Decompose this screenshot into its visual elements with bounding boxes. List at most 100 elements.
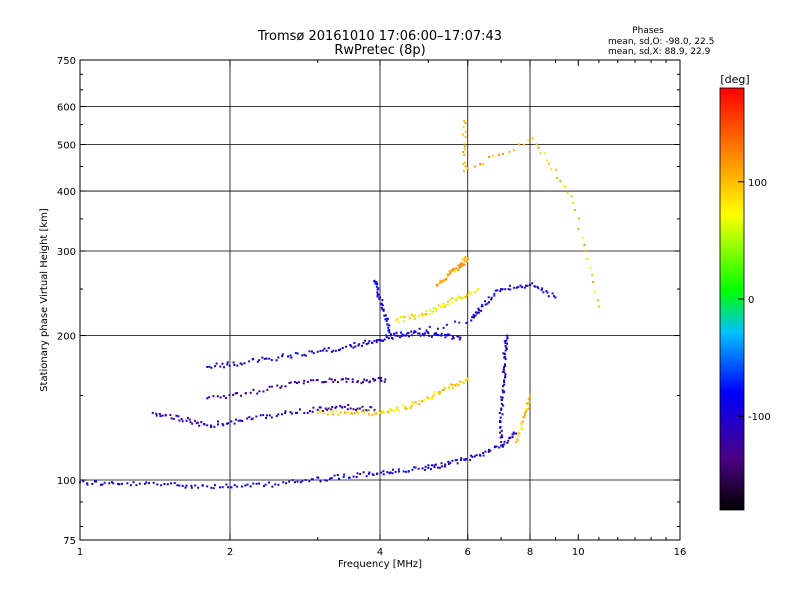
data-point (266, 388, 269, 391)
data-point (440, 281, 443, 284)
data-point (297, 381, 300, 384)
data-point (210, 366, 213, 369)
data-point (145, 481, 148, 484)
data-point (312, 379, 315, 382)
data-point (523, 416, 526, 419)
data-point (382, 473, 385, 476)
data-point (402, 334, 405, 337)
data-point (540, 288, 543, 291)
phases-o-line: mean, sd,O: -98.0, 22.5 (608, 37, 714, 47)
data-point (312, 406, 315, 409)
data-point (497, 153, 500, 156)
data-point (244, 484, 247, 487)
data-point (246, 417, 249, 420)
data-point (364, 339, 367, 342)
data-point (562, 184, 565, 187)
data-point (303, 353, 306, 356)
colorbar-tick-label: 0 (748, 295, 754, 306)
data-point (390, 409, 393, 412)
data-point (224, 396, 227, 399)
data-point (340, 378, 343, 381)
data-point (152, 481, 155, 484)
data-point (248, 416, 251, 419)
data-point (93, 480, 96, 483)
data-point (256, 392, 259, 395)
data-point (380, 339, 383, 342)
data-point (504, 349, 507, 352)
data-point (584, 250, 587, 253)
data-point (508, 437, 511, 440)
data-point (553, 295, 556, 298)
data-point (499, 416, 502, 419)
data-point (439, 334, 442, 337)
data-point (178, 484, 181, 487)
data-point (447, 273, 450, 276)
colorbar-label: [deg] (720, 73, 749, 86)
data-point (135, 484, 138, 487)
data-point (503, 440, 506, 443)
data-point (319, 349, 322, 352)
data-point (393, 332, 396, 335)
data-point (256, 360, 259, 363)
data-point (190, 484, 193, 487)
data-point (214, 365, 217, 368)
data-point (326, 413, 329, 416)
data-point (524, 408, 527, 411)
data-point (454, 299, 457, 302)
data-point (407, 314, 410, 317)
data-point (512, 431, 515, 434)
data-point (551, 292, 554, 295)
data-point (405, 407, 408, 410)
data-point (351, 378, 354, 381)
data-point (465, 294, 468, 297)
data-point (346, 411, 349, 414)
data-point (359, 472, 362, 475)
data-point (380, 306, 383, 309)
data-point (326, 408, 329, 411)
data-point (387, 337, 390, 340)
data-point (320, 409, 323, 412)
data-point (506, 334, 509, 337)
data-point (533, 285, 536, 288)
data-point (458, 266, 461, 269)
x-tick-label: 16 (674, 547, 687, 558)
data-point (138, 482, 141, 485)
data-point (449, 298, 452, 301)
data-point (484, 450, 487, 453)
data-point (225, 422, 228, 425)
data-point (459, 380, 462, 383)
data-point (91, 482, 94, 485)
data-point (185, 484, 188, 487)
data-point (110, 481, 113, 484)
data-point (255, 482, 258, 485)
data-point (469, 458, 472, 461)
data-point (200, 421, 203, 424)
data-point (499, 426, 502, 429)
data-point (328, 477, 331, 480)
data-point (189, 421, 192, 424)
data-point (170, 482, 173, 485)
data-point (443, 333, 446, 336)
data-point (462, 381, 465, 384)
data-point (230, 486, 233, 489)
data-point (240, 485, 243, 488)
data-point (395, 406, 398, 409)
data-point (477, 307, 480, 310)
data-point (367, 472, 370, 475)
data-point (455, 458, 458, 461)
data-point (339, 404, 342, 407)
data-point (430, 464, 433, 467)
data-point (498, 419, 501, 422)
data-point (428, 325, 431, 328)
data-point (482, 454, 485, 457)
data-point (392, 468, 395, 471)
data-point (362, 409, 365, 412)
data-point (501, 413, 504, 416)
data-point (457, 264, 460, 267)
data-point (410, 313, 413, 316)
data-point (460, 265, 463, 268)
y-tick-label: 100 (57, 476, 76, 487)
data-point (332, 349, 335, 352)
data-point (394, 319, 397, 322)
data-point (245, 392, 248, 395)
